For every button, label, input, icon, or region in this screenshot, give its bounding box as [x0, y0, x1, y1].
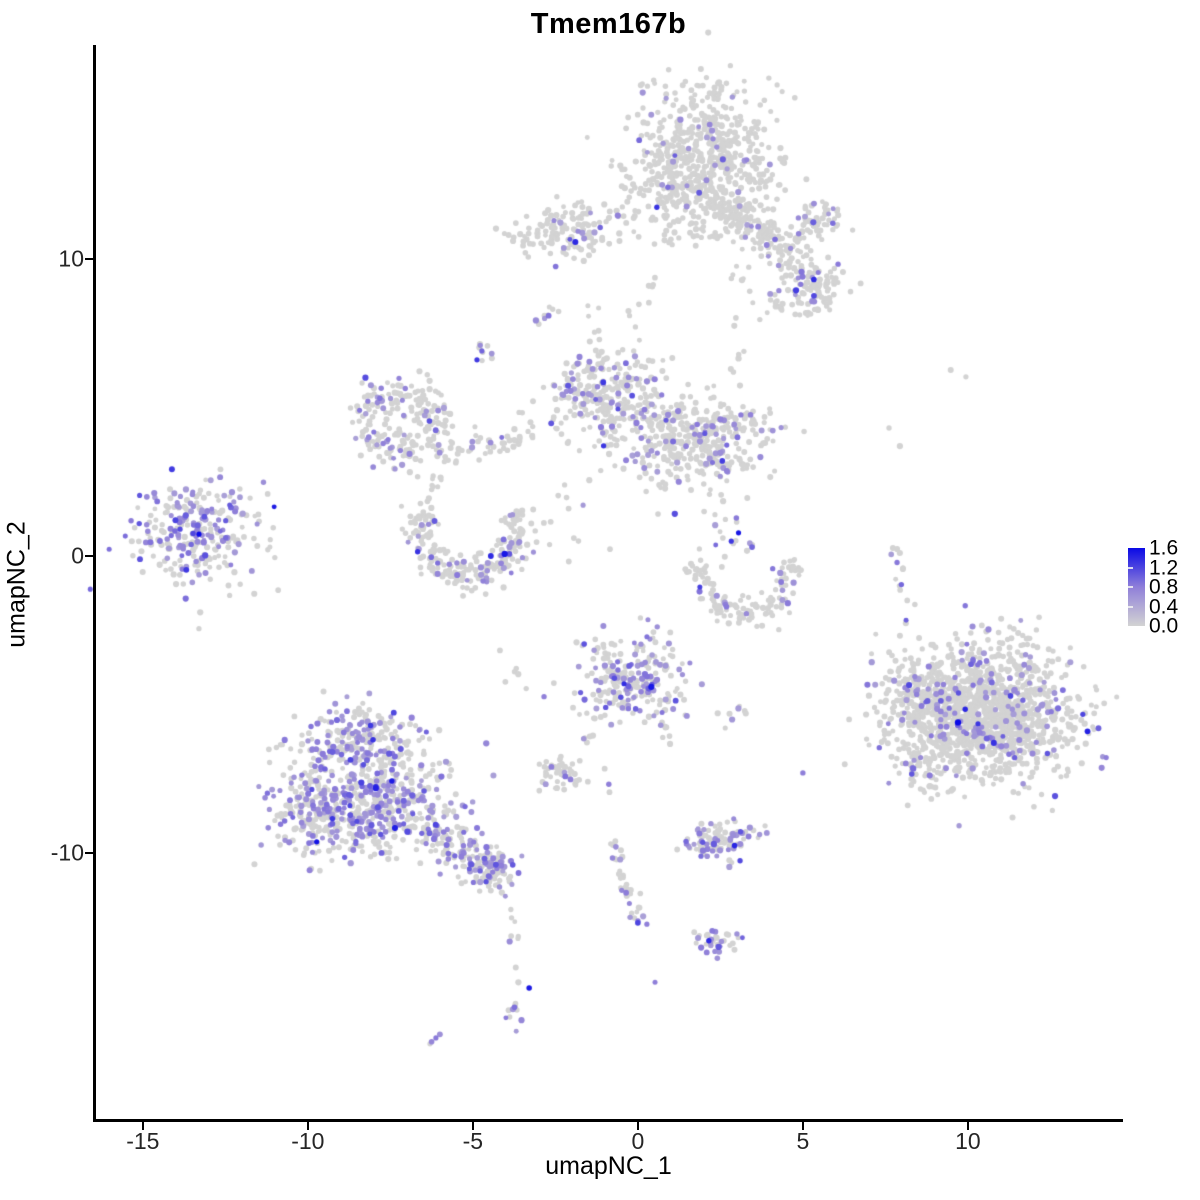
- x-tick-label: -15: [126, 1128, 160, 1154]
- legend-tick-label: 0.4: [1149, 595, 1179, 618]
- legend-tick-mark: [1128, 605, 1133, 608]
- y-axis-title: umapNC_2: [2, 521, 31, 648]
- x-tick-label: 10: [955, 1128, 981, 1154]
- y-tick-label: -10: [50, 839, 84, 866]
- x-tick-mark: [471, 1122, 475, 1130]
- legend-tick-mark: [1128, 566, 1133, 569]
- legend-tick-mark: [1128, 586, 1133, 588]
- y-axis-line: [93, 45, 96, 1122]
- y-tick-label: 0: [71, 542, 84, 569]
- x-tick-mark: [966, 1122, 970, 1130]
- x-tick-mark: [801, 1122, 805, 1130]
- x-tick-label: -10: [291, 1128, 325, 1154]
- x-axis-line: [93, 1119, 1123, 1122]
- x-tick-label: 5: [796, 1128, 810, 1154]
- y-tick-mark: [85, 257, 93, 261]
- y-tick-label: 10: [58, 245, 84, 272]
- legend-tick-label: 1.6: [1149, 536, 1179, 560]
- legend-tick-label: 0.8: [1149, 575, 1179, 599]
- y-tick-mark: [85, 851, 93, 855]
- x-axis-title: umapNC_1: [545, 1152, 672, 1180]
- expression-colorbar-legend: 1.6 1.2 0.8 0.4 0.0: [1126, 536, 1200, 638]
- plot-title: Tmem167b: [530, 8, 687, 40]
- x-tick-mark: [306, 1122, 310, 1130]
- legend-tick-label: 1.2: [1149, 556, 1179, 579]
- y-tick-mark: [85, 554, 93, 558]
- x-tick-label: -5: [462, 1128, 484, 1154]
- x-tick-mark: [636, 1122, 640, 1130]
- x-tick-mark: [141, 1122, 145, 1130]
- legend-tick-label: 0.0: [1149, 614, 1179, 638]
- x-tick-label: 0: [631, 1128, 645, 1154]
